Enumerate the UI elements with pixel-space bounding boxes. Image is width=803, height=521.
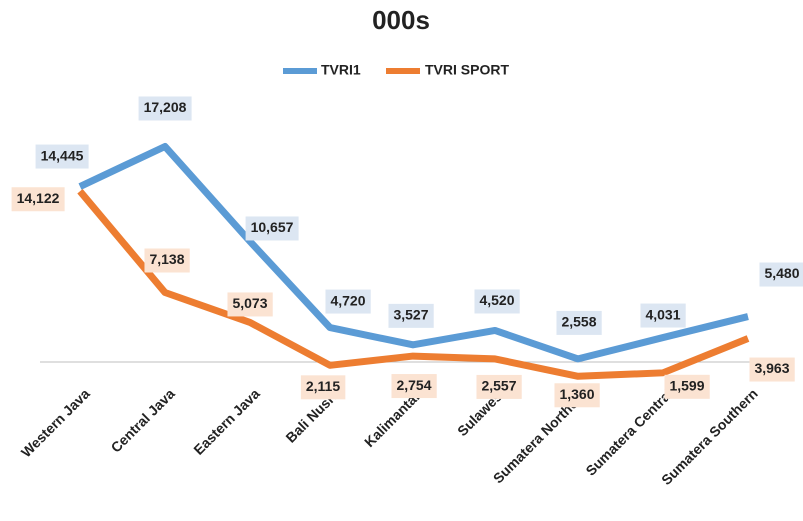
legend-label: TVRI SPORT [425,62,509,78]
x-tick-label: Central Java [108,385,178,455]
data-label-text: 1,599 [669,378,704,394]
data-label-box [759,262,803,287]
legend-label: TVRI1 [321,62,361,78]
data-label-text: 5,480 [764,265,799,281]
data-label-box [227,292,273,317]
data-label: 17,208 [138,96,192,121]
data-label: 3,963 [749,357,795,382]
data-label: 3,527 [388,303,434,328]
data-label: 2,557 [476,374,522,399]
data-label-box [640,303,686,328]
x-tick-label: Eastern Java [190,385,263,458]
data-label: 2,115 [300,375,346,400]
data-label-box [664,374,710,399]
data-label-text: 3,527 [393,307,428,323]
data-label-text: 2,754 [396,377,431,393]
data-label-text: 14,122 [17,190,60,206]
chart-title: 000s [372,5,430,35]
data-label-box [245,216,299,241]
line-series [78,142,749,363]
x-tick-label: Western Java [18,385,93,460]
data-label-text: 2,115 [306,378,340,394]
data-label-box [556,310,602,335]
data-label-box [11,187,65,212]
data-label-text: 14,445 [41,147,84,163]
data-label-box [474,289,520,314]
data-label: 10,657 [245,216,299,241]
data-label: 1,599 [664,374,710,399]
data-label-box [300,375,346,400]
data-label-box [325,289,371,314]
data-label-text: 3,963 [754,360,789,376]
data-label-box [391,374,437,399]
data-label-box [476,374,522,399]
data-label-box [144,248,190,273]
data-label: 4,520 [474,289,520,314]
data-label-text: 1,360 [559,386,594,402]
x-tick-label: Sumatera Southern [658,385,761,488]
data-label: 4,031 [640,303,686,328]
data-label-text: 5,073 [232,295,267,311]
data-label: 2,558 [556,310,602,335]
data-label-text: 2,557 [481,378,516,394]
line-series [77,188,750,380]
data-label-text: 4,520 [479,292,514,308]
data-label-text: 4,720 [330,292,365,308]
data-label: 5,073 [227,292,273,317]
data-label-text: 2,558 [561,314,596,330]
data-label-text: 7,138 [149,251,184,267]
data-label: 14,122 [11,187,65,212]
data-label-box [388,303,434,328]
data-label-text: 4,031 [645,306,680,322]
data-label-text: 10,657 [251,219,294,235]
data-label: 7,138 [144,248,190,273]
data-label-box [554,383,600,408]
data-label: 4,720 [325,289,371,314]
data-label: 2,754 [391,374,437,399]
data-label-box [35,144,89,169]
data-label: 1,360 [554,383,600,408]
data-label: 14,445 [35,144,89,169]
data-label-box [138,96,192,121]
data-label-box [749,357,795,382]
data-label: 5,480 [759,262,803,287]
data-label-text: 17,208 [144,99,187,115]
